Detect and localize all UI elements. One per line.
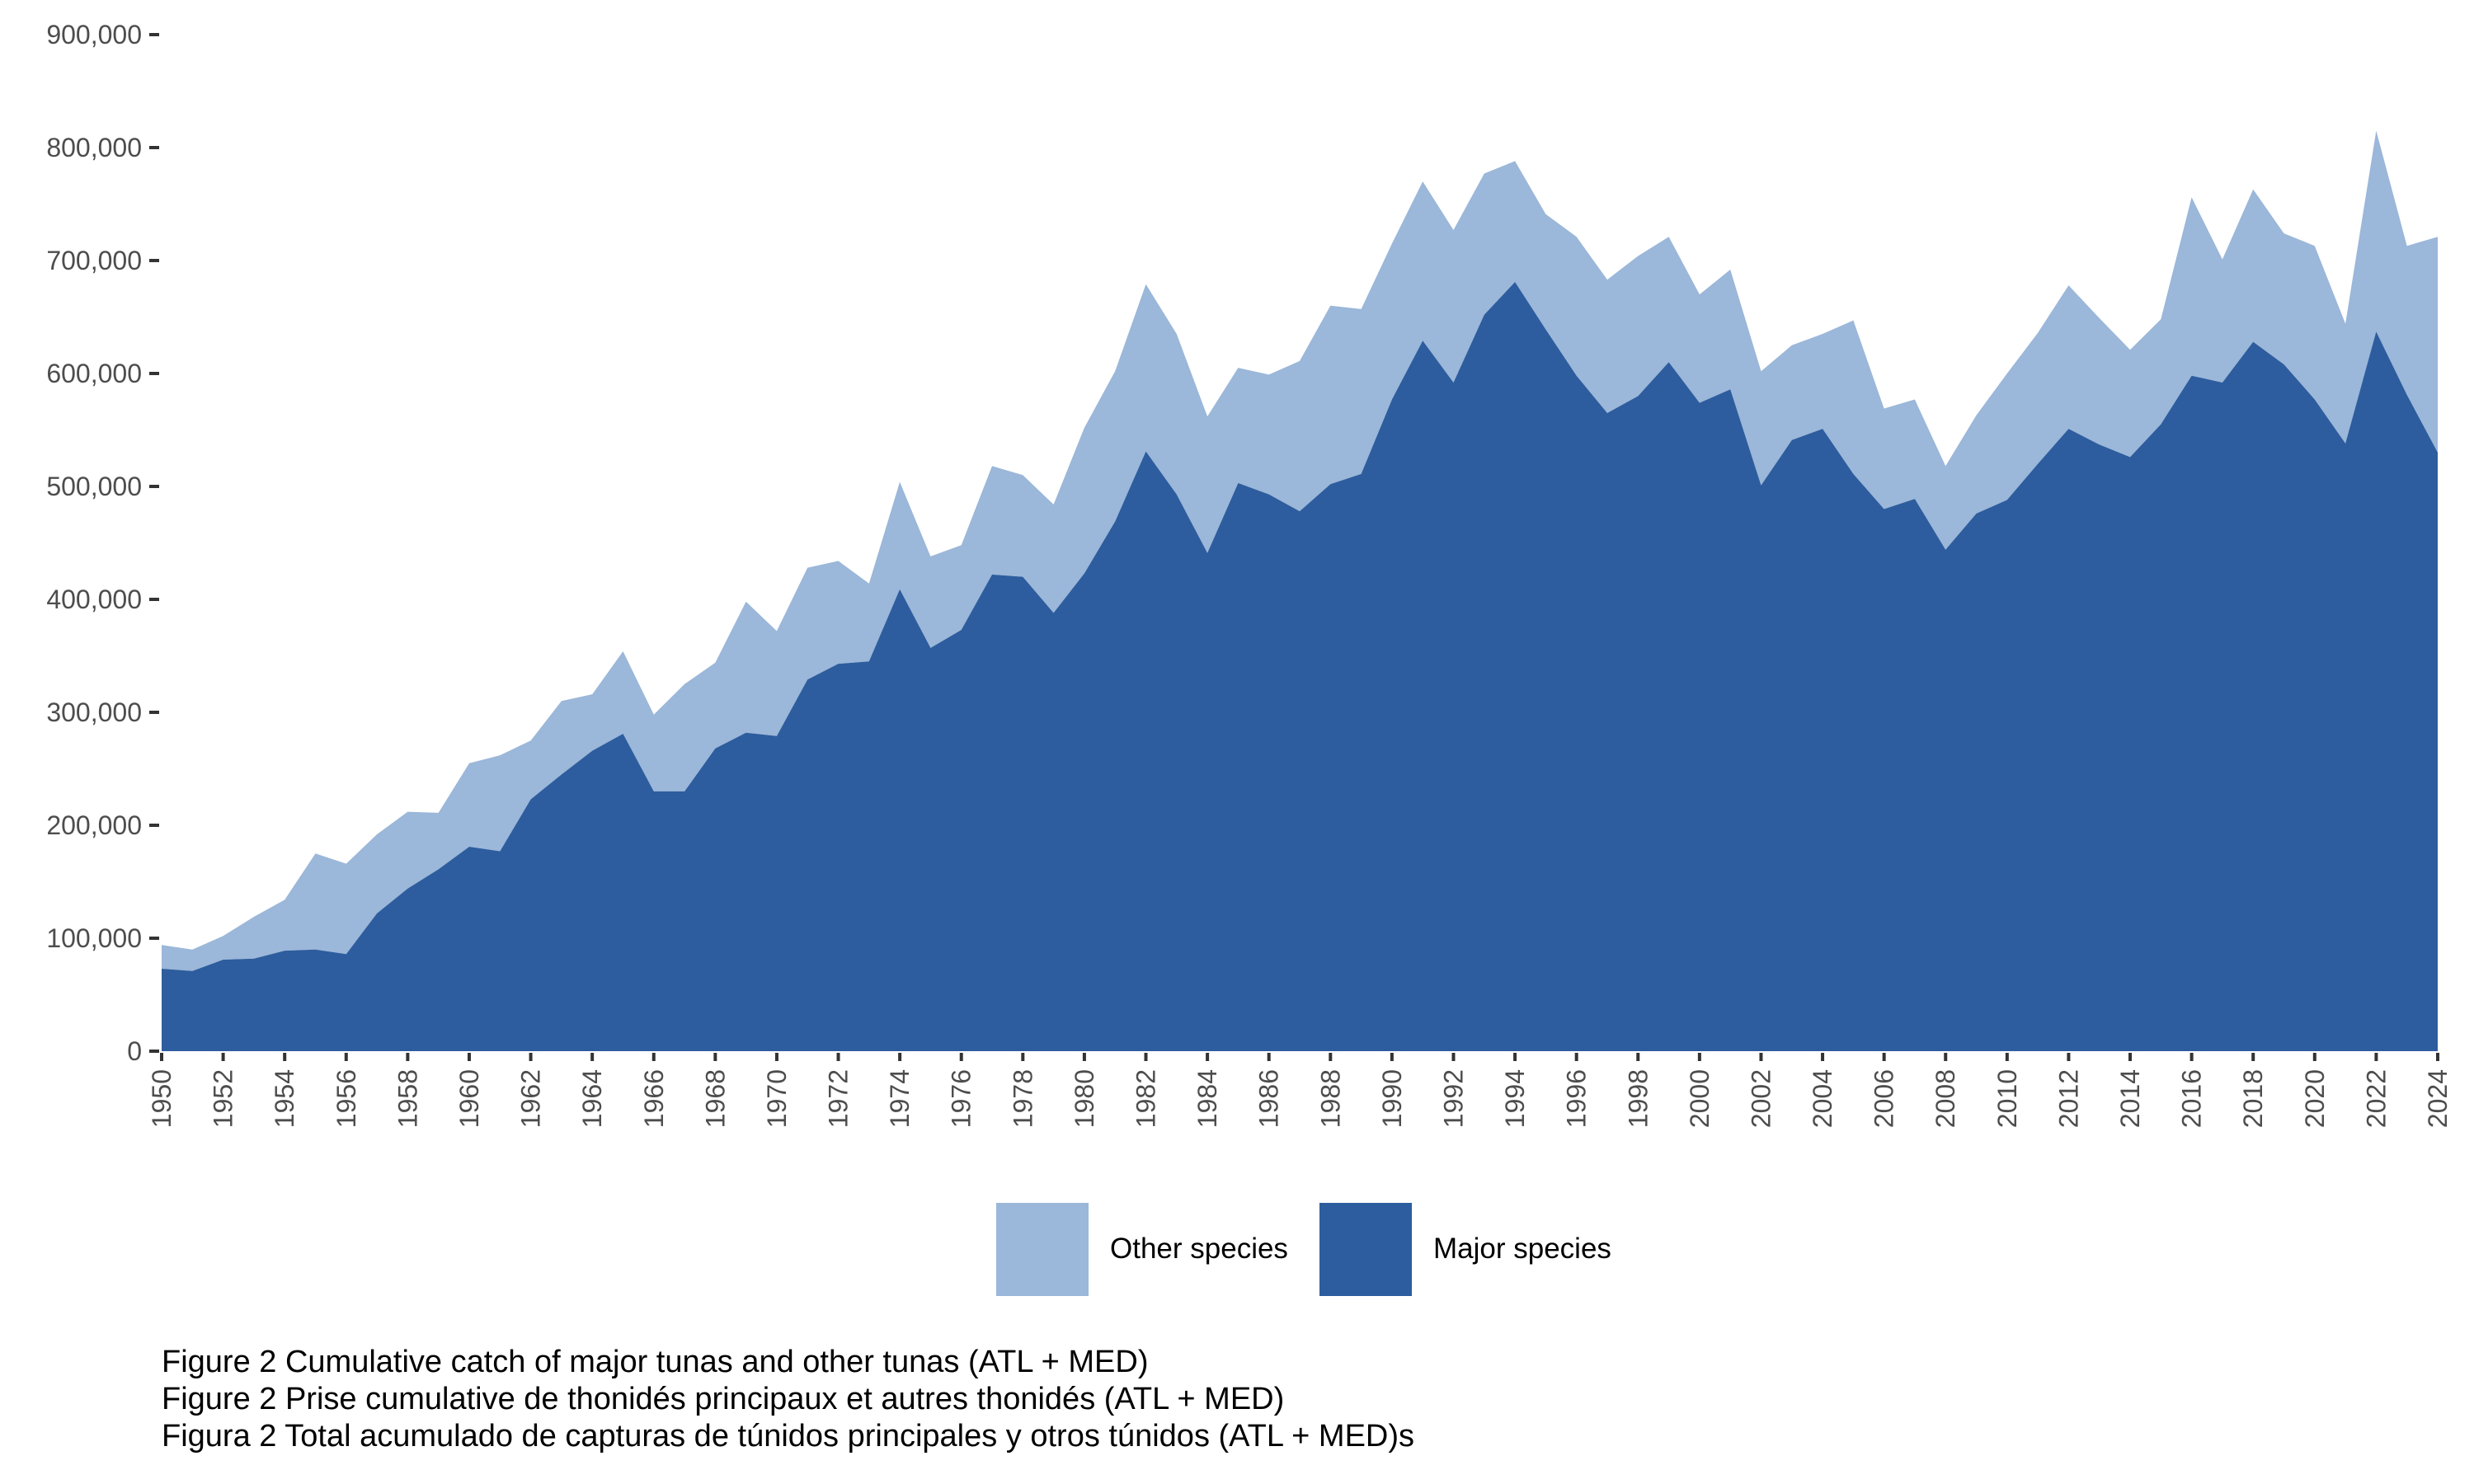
- y-tick-label: 700,000: [46, 246, 142, 275]
- y-tick-label: 300,000: [46, 697, 142, 727]
- x-tick-label: 1950: [147, 1069, 176, 1128]
- x-tick-label: 1994: [1500, 1069, 1530, 1128]
- x-tick-label: 1998: [1623, 1069, 1653, 1128]
- caption-line-french: Figure 2 Prise cumulative de thonidés pr…: [162, 1382, 1285, 1416]
- area-major-species: [162, 282, 2438, 1051]
- x-tick-label: 1988: [1315, 1069, 1345, 1128]
- x-tick-label: 1980: [1070, 1069, 1099, 1128]
- x-tick-label: 1976: [947, 1069, 976, 1128]
- y-tick-label: 900,000: [46, 20, 142, 49]
- x-tick-label: 2012: [2053, 1069, 2083, 1128]
- caption-line-spanish: Figura 2 Total acumulado de capturas de …: [162, 1419, 1415, 1453]
- x-tick-label: 1960: [454, 1069, 484, 1128]
- x-tick-label: 2006: [1870, 1069, 1899, 1128]
- legend: Other species Major species: [0, 1202, 2474, 1296]
- x-tick-label: 2000: [1685, 1069, 1714, 1128]
- x-tick-label: 1996: [1562, 1069, 1592, 1128]
- x-tick-label: 2010: [1992, 1069, 2022, 1128]
- x-tick-label: 1966: [639, 1069, 669, 1128]
- figure-caption: Figure 2 Cumulative catch of major tunas…: [162, 1344, 1414, 1455]
- x-tick-label: 1962: [516, 1069, 546, 1128]
- legend-item-other-species: Other species: [996, 1202, 1288, 1296]
- x-tick-label: 1952: [209, 1069, 238, 1128]
- legend-swatch-other-species: [996, 1202, 1089, 1296]
- x-tick-label: 2024: [2423, 1069, 2453, 1128]
- x-tick-label: 1978: [1008, 1069, 1037, 1128]
- x-tick-label: 1982: [1131, 1069, 1161, 1128]
- y-tick-label: 800,000: [46, 133, 142, 162]
- x-tick-label: 2004: [1808, 1069, 1837, 1128]
- x-tick-label: 2014: [2115, 1069, 2145, 1128]
- y-tick-label: 600,000: [46, 359, 142, 388]
- y-tick-label: 500,000: [46, 472, 142, 501]
- x-tick-label: 2018: [2238, 1069, 2268, 1128]
- x-tick-label: 1968: [700, 1069, 730, 1128]
- x-tick-label: 1972: [824, 1069, 854, 1128]
- y-tick-label: 0: [127, 1036, 142, 1066]
- x-tick-label: 1956: [332, 1069, 361, 1128]
- x-tick-label: 1990: [1377, 1069, 1407, 1128]
- x-tick-label: 1958: [393, 1069, 422, 1128]
- x-tick-label: 2008: [1931, 1069, 1960, 1128]
- caption-line-english: Figure 2 Cumulative catch of major tunas…: [162, 1345, 1149, 1379]
- x-axis: 1950 1952 1954 1956 1958 1960 1962 1964 1966 1968…: [147, 1053, 2453, 1128]
- y-tick-label: 100,000: [46, 923, 142, 953]
- x-tick-label: 1954: [270, 1069, 299, 1128]
- legend-label-major-species: Major species: [1433, 1233, 1611, 1265]
- x-tick-label: 2022: [2361, 1069, 2391, 1128]
- x-tick-label: 2002: [1746, 1069, 1776, 1128]
- legend-swatch-major-species: [1319, 1202, 1412, 1296]
- x-tick-label: 1986: [1254, 1069, 1284, 1128]
- area-other-species: [162, 130, 2438, 971]
- x-tick-label: 2020: [2300, 1069, 2330, 1128]
- x-tick-label: 1992: [1438, 1069, 1468, 1128]
- x-tick-label: 1970: [762, 1069, 792, 1128]
- stacked-area-chart: 0 100,000 200,000 300,000 400,000 500,000 600,…: [46, 20, 2453, 1128]
- legend-label-other-species: Other species: [1110, 1233, 1288, 1265]
- x-tick-label: 1974: [885, 1069, 915, 1128]
- x-tick-label: 1984: [1192, 1069, 1222, 1128]
- y-tick-label: 400,000: [46, 585, 142, 614]
- x-tick-label: 2016: [2177, 1069, 2207, 1128]
- legend-item-major-species: Major species: [1319, 1202, 1611, 1296]
- x-tick-label: 1964: [577, 1069, 607, 1128]
- y-tick-label: 200,000: [46, 810, 142, 840]
- y-axis: 0 100,000 200,000 300,000 400,000 500,000 600,…: [46, 20, 159, 1066]
- plot-areas: [162, 130, 2438, 1051]
